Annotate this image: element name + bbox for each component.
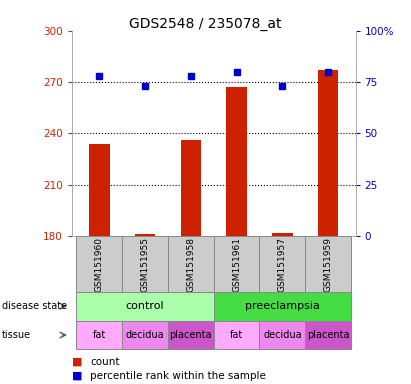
Bar (76, 292, 214, 321)
Bar (214, 292, 351, 321)
Bar (214, 321, 259, 349)
Text: disease state: disease state (2, 301, 67, 311)
Bar (180, 140, 201, 236)
Text: GSM151957: GSM151957 (278, 237, 287, 291)
Text: decidua: decidua (126, 330, 164, 340)
Bar (305, 236, 351, 292)
Text: fat: fat (230, 330, 243, 340)
Bar (76, 321, 122, 349)
Bar (259, 236, 305, 292)
Bar (89, 144, 110, 236)
Text: placenta: placenta (170, 330, 212, 340)
Bar (226, 87, 247, 236)
Bar (135, 235, 155, 236)
Bar (122, 236, 168, 292)
Bar (272, 233, 293, 236)
Text: GDS2548 / 235078_at: GDS2548 / 235078_at (129, 17, 282, 31)
Text: placenta: placenta (307, 330, 349, 340)
Text: tissue: tissue (2, 330, 31, 340)
Bar (168, 236, 214, 292)
Text: GSM151960: GSM151960 (95, 237, 104, 291)
Bar (305, 321, 351, 349)
Text: percentile rank within the sample: percentile rank within the sample (90, 371, 266, 381)
Bar (76, 236, 122, 292)
Text: ■: ■ (72, 371, 83, 381)
Text: GSM151958: GSM151958 (186, 237, 195, 291)
Bar (259, 321, 305, 349)
Text: GSM151961: GSM151961 (232, 237, 241, 291)
Text: GSM151959: GSM151959 (323, 237, 332, 291)
Text: GSM151955: GSM151955 (141, 237, 150, 291)
Bar (214, 236, 259, 292)
Bar (122, 321, 168, 349)
Text: ■: ■ (72, 357, 83, 367)
Text: control: control (126, 301, 164, 311)
Bar (168, 321, 214, 349)
Bar (318, 70, 338, 236)
Text: decidua: decidua (263, 330, 302, 340)
Text: fat: fat (93, 330, 106, 340)
Text: count: count (90, 357, 120, 367)
Text: preeclampsia: preeclampsia (245, 301, 320, 311)
